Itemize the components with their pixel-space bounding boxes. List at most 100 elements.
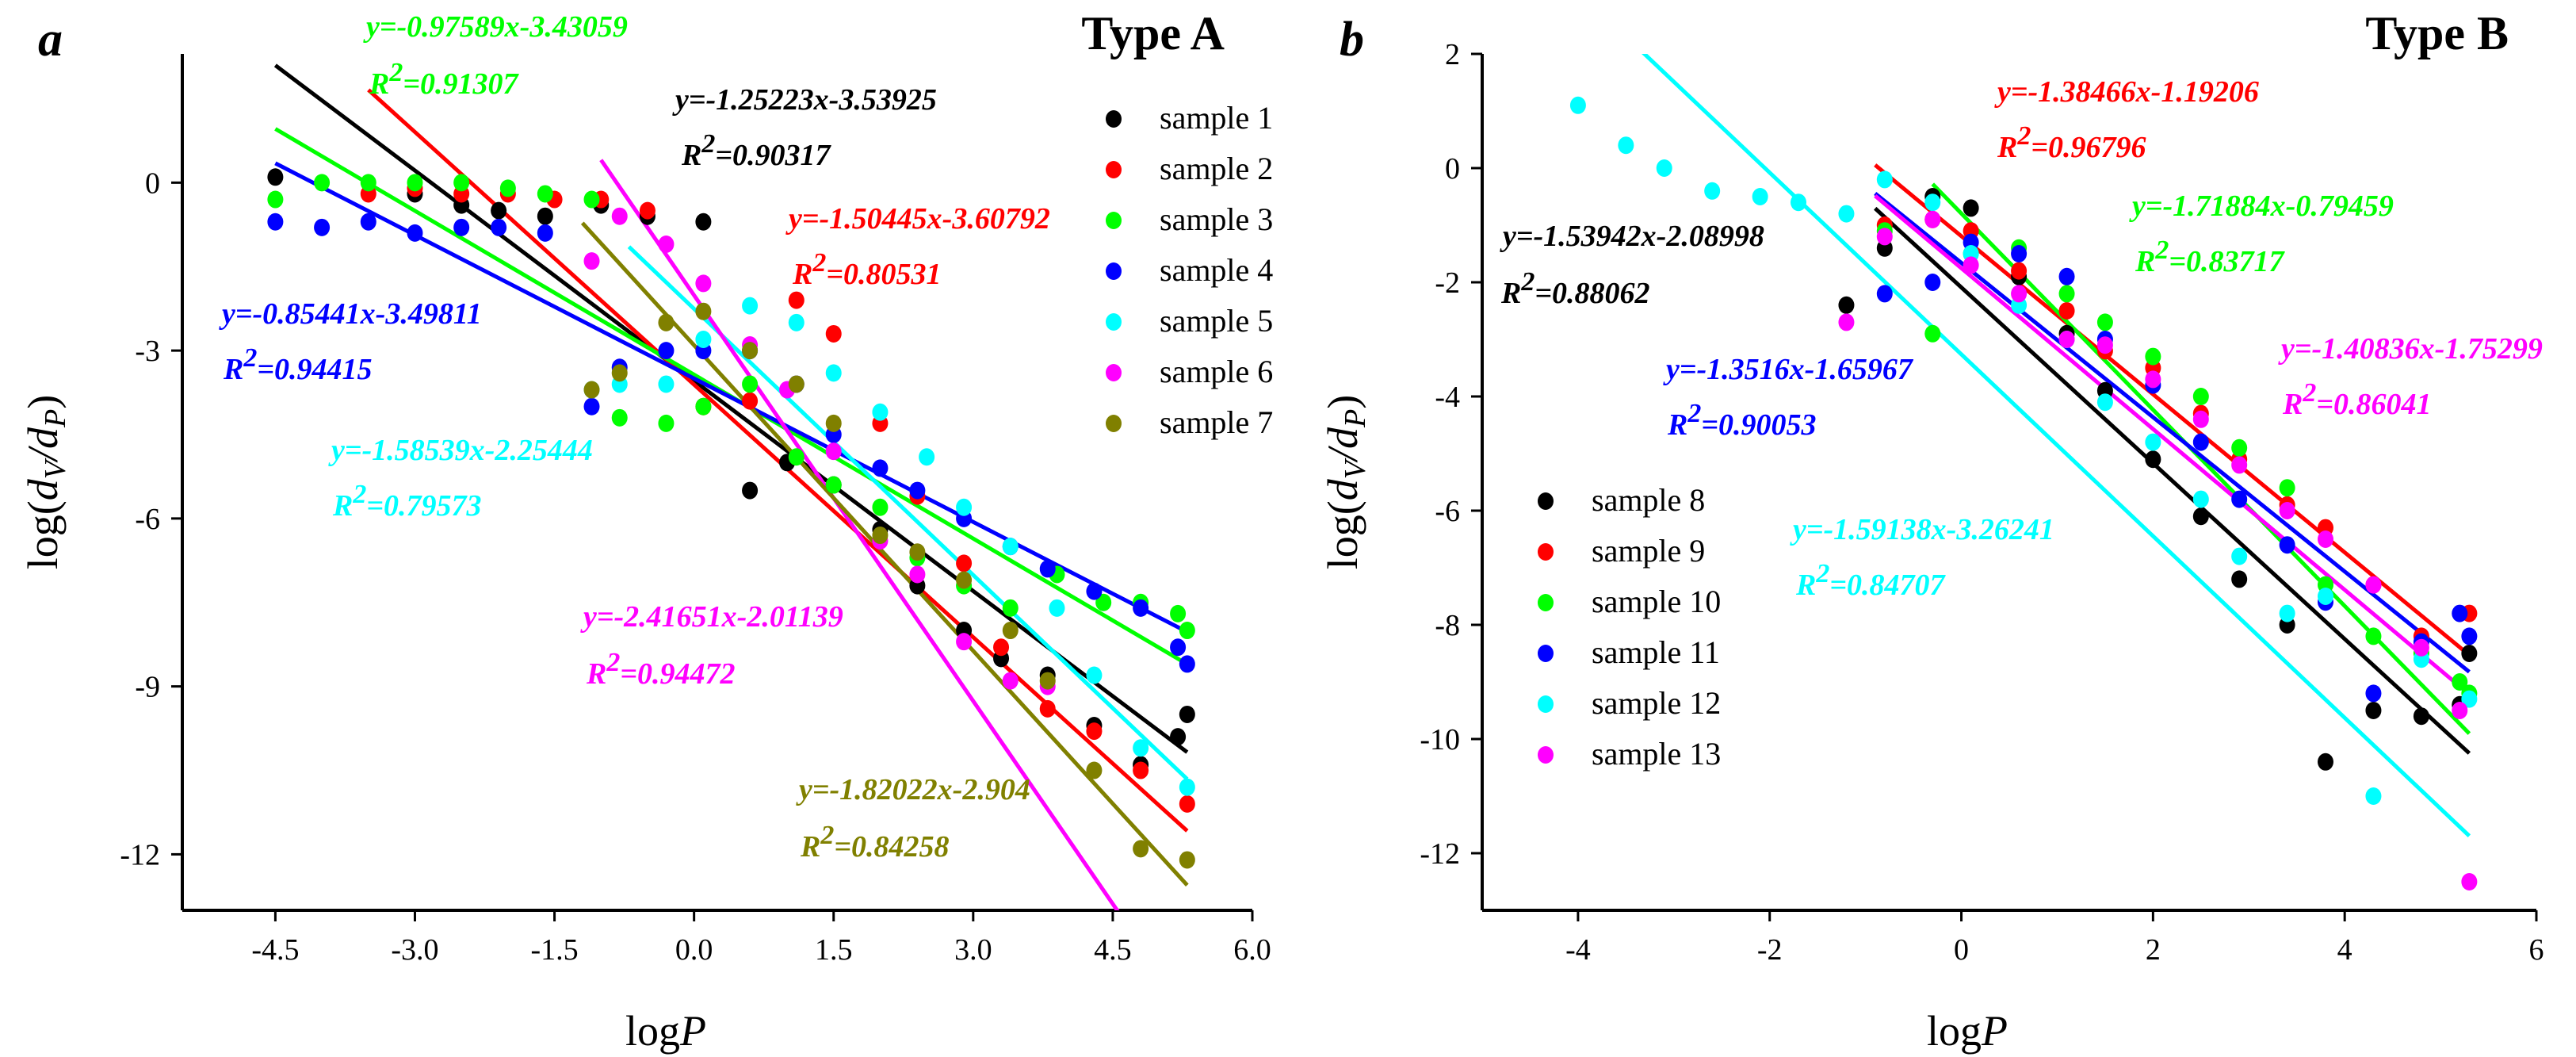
x-tick-label: -4 xyxy=(1565,933,1591,967)
y-axis-title: log(dV/dP) xyxy=(19,395,72,569)
r2-value: =0.96796 xyxy=(2031,131,2146,164)
data-point xyxy=(537,224,553,242)
data-point xyxy=(658,313,675,331)
data-point xyxy=(267,168,284,186)
data-point xyxy=(1838,205,1855,223)
data-point xyxy=(1876,228,1893,246)
legend-entry: sample 2 xyxy=(1160,151,1273,186)
r2-label: R2=0.94415 xyxy=(223,343,373,386)
data-point xyxy=(825,414,842,432)
r2-value: =0.94472 xyxy=(620,657,735,691)
data-point xyxy=(825,442,842,461)
r2-prefix: R xyxy=(2135,245,2155,278)
data-point xyxy=(788,291,805,309)
series-sample-5 xyxy=(583,297,1195,796)
data-point xyxy=(2413,707,2429,726)
data-point xyxy=(491,218,507,236)
data-point xyxy=(1095,593,1112,611)
data-point xyxy=(1086,722,1103,741)
data-point xyxy=(1039,672,1056,690)
data-point xyxy=(1179,622,1195,640)
data-point xyxy=(695,213,712,231)
data-point xyxy=(2279,502,2295,519)
data-point xyxy=(2365,684,2382,703)
data-point xyxy=(2011,245,2028,262)
legend-marker xyxy=(1106,415,1122,432)
data-point xyxy=(583,381,600,399)
data-point xyxy=(1170,604,1187,622)
x-axis-title-main: log xyxy=(1927,1007,1982,1055)
y-axis-title-part: d xyxy=(19,478,67,500)
legend-entry: sample 3 xyxy=(1160,201,1273,237)
data-point xyxy=(788,313,805,331)
r2-value: =0.90317 xyxy=(715,139,831,172)
r2-prefix: R xyxy=(332,489,353,523)
y-tick-label: 0 xyxy=(145,167,160,200)
fit-line-sample-4 xyxy=(274,161,1188,634)
data-point xyxy=(314,218,331,236)
x-axis-title-var: P xyxy=(679,1007,706,1055)
data-point xyxy=(1924,210,1941,228)
legend-marker xyxy=(1106,313,1122,331)
data-point xyxy=(583,252,600,270)
data-point xyxy=(1963,256,1979,274)
data-point xyxy=(2452,673,2468,691)
data-point xyxy=(742,297,759,315)
x-axis-title-main: log xyxy=(625,1007,680,1055)
x-tick-label: 0.0 xyxy=(675,933,713,967)
legend-entry: sample 6 xyxy=(1160,354,1273,389)
legend-entry: sample 5 xyxy=(1160,303,1273,339)
data-point xyxy=(1569,96,1586,114)
r2-prefix: R xyxy=(1795,569,1816,602)
data-point xyxy=(1179,851,1195,869)
data-point xyxy=(658,375,675,393)
data-point xyxy=(1170,638,1187,657)
y-tick-label: -6 xyxy=(1435,495,1460,528)
r2-value: =0.84707 xyxy=(1829,569,1946,602)
r2-exponent: 2 xyxy=(606,648,620,677)
data-point xyxy=(1791,193,1806,212)
x-tick-label: 6 xyxy=(2529,933,2544,967)
y-tick-label: -12 xyxy=(120,838,160,871)
data-point xyxy=(956,633,973,651)
data-point xyxy=(2318,530,2333,548)
data-point xyxy=(2452,702,2468,719)
legend-marker xyxy=(1106,212,1122,229)
x-tick-label: 3.0 xyxy=(954,933,992,967)
legend-marker xyxy=(1538,645,1554,662)
r2-exponent: 2 xyxy=(352,480,366,509)
y-axis-title-sub: V xyxy=(39,458,72,479)
data-point xyxy=(453,174,470,192)
r2-label: R2=0.90053 xyxy=(1667,399,1817,442)
r2-exponent: 2 xyxy=(388,58,403,87)
equation-label: y=-0.85441x-3.49811 xyxy=(219,297,482,331)
x-tick-label: -2 xyxy=(1757,933,1783,967)
y-axis-title-sub: V xyxy=(1339,458,1372,479)
data-point xyxy=(1179,778,1195,796)
legend-marker xyxy=(1106,110,1122,128)
data-point xyxy=(2192,490,2209,508)
r2-prefix: R xyxy=(1667,408,1687,442)
data-point xyxy=(2461,690,2478,708)
r2-value: =0.91307 xyxy=(403,67,519,101)
legend-marker xyxy=(1538,594,1554,611)
x-tick-label: 4.5 xyxy=(1094,933,1132,967)
data-point xyxy=(742,375,759,393)
fit-line-sample-7 xyxy=(580,221,1189,887)
data-point xyxy=(407,174,423,192)
data-point xyxy=(2192,410,2209,428)
data-point xyxy=(1924,274,1941,291)
data-point xyxy=(2096,313,2113,331)
r2-exponent: 2 xyxy=(243,343,257,373)
y-axis-title-part: ) xyxy=(1319,395,1366,409)
r2-value: =0.90053 xyxy=(1701,408,1816,442)
equation-label: y=-1.58539x-2.25444 xyxy=(328,434,593,467)
data-point xyxy=(407,224,423,242)
fit-line-sample-12 xyxy=(1642,54,2471,837)
data-point xyxy=(2192,433,2209,451)
data-point xyxy=(611,207,628,225)
data-point xyxy=(1002,622,1019,640)
data-point xyxy=(314,174,331,192)
data-point xyxy=(2318,753,2333,771)
data-point xyxy=(1002,599,1019,617)
